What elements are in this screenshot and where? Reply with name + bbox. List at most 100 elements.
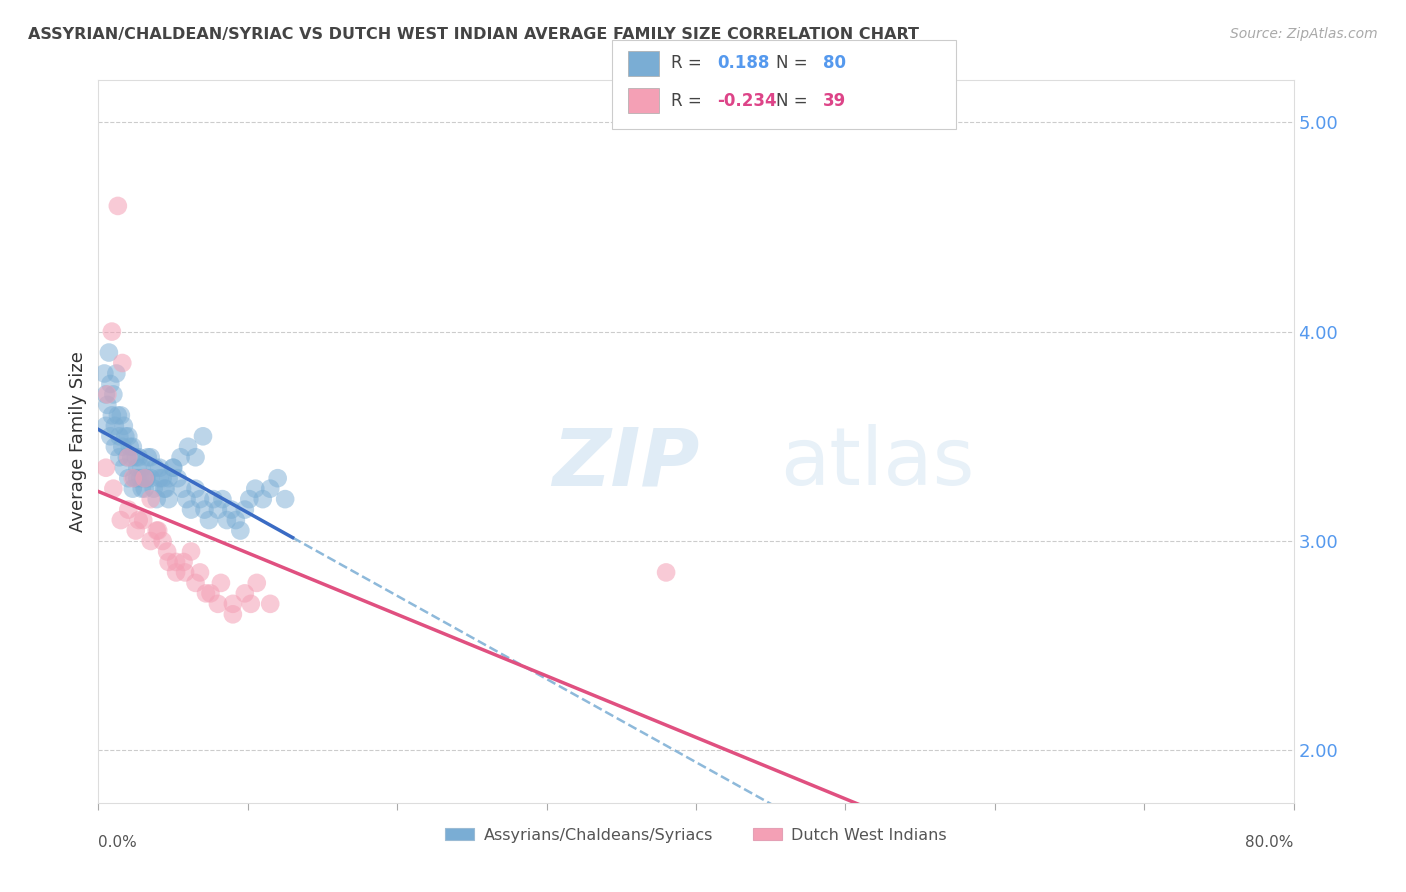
Point: [117, 502, 139, 516]
Text: ASSYRIAN/CHALDEAN/SYRIAC VS DUTCH WEST INDIAN AVERAGE FAMILY SIZE CORRELATION CH: ASSYRIAN/CHALDEAN/SYRIAC VS DUTCH WEST I…: [28, 27, 920, 42]
Point: [188, 566, 211, 580]
Text: 80: 80: [823, 54, 845, 72]
Point: [191, 429, 214, 443]
Point: [125, 450, 148, 465]
Point: [239, 597, 262, 611]
Point: [111, 440, 134, 454]
Point: [211, 492, 233, 507]
Point: [225, 513, 247, 527]
Point: [200, 586, 222, 600]
Point: [139, 450, 162, 465]
Point: [104, 440, 127, 454]
Point: [132, 513, 155, 527]
Point: [229, 524, 252, 538]
Point: [165, 566, 187, 580]
Point: [97, 345, 120, 359]
Text: Source: ZipAtlas.com: Source: ZipAtlas.com: [1230, 27, 1378, 41]
Point: [135, 471, 157, 485]
Point: [157, 555, 180, 569]
Point: [111, 356, 134, 370]
Point: [129, 471, 152, 485]
Point: [127, 460, 149, 475]
Point: [136, 450, 159, 465]
Point: [207, 597, 229, 611]
Point: [152, 534, 174, 549]
Point: [149, 471, 172, 485]
Point: [166, 471, 188, 485]
Text: 0.0%: 0.0%: [98, 835, 138, 850]
Point: [107, 199, 129, 213]
Point: [252, 492, 274, 507]
Point: [96, 387, 118, 401]
Point: [135, 471, 157, 485]
Point: [177, 440, 200, 454]
Point: [169, 450, 191, 465]
Point: [127, 471, 149, 485]
Point: [139, 471, 162, 485]
Point: [184, 575, 207, 590]
Point: [94, 460, 117, 475]
Point: [145, 492, 167, 507]
Point: [207, 502, 229, 516]
Point: [153, 482, 176, 496]
Point: [134, 471, 156, 485]
Point: [117, 429, 139, 443]
Y-axis label: Average Family Size: Average Family Size: [69, 351, 87, 532]
Point: [162, 460, 184, 475]
Point: [221, 502, 243, 516]
Text: atlas: atlas: [779, 425, 974, 502]
Legend: Assyrians/Chaldeans/Syriacs, Dutch West Indians: Assyrians/Chaldeans/Syriacs, Dutch West …: [439, 822, 953, 849]
Point: [173, 555, 195, 569]
Point: [157, 471, 180, 485]
Point: [134, 482, 156, 496]
Point: [125, 524, 148, 538]
Text: 39: 39: [823, 92, 846, 110]
Point: [274, 492, 297, 507]
Point: [117, 450, 139, 465]
Point: [117, 471, 139, 485]
Point: [238, 492, 260, 507]
Point: [222, 607, 245, 622]
Point: [180, 502, 202, 516]
Point: [93, 367, 115, 381]
Point: [222, 597, 245, 611]
Point: [209, 575, 232, 590]
Point: [94, 418, 117, 433]
Point: [131, 482, 153, 496]
Point: [165, 555, 187, 569]
Point: [112, 460, 135, 475]
Point: [98, 429, 122, 443]
Point: [143, 460, 166, 475]
Point: [108, 450, 131, 465]
Point: [105, 367, 128, 381]
Point: [195, 586, 218, 600]
Text: ZIP: ZIP: [553, 425, 700, 502]
Point: [155, 482, 177, 496]
Point: [184, 450, 207, 465]
Point: [157, 492, 180, 507]
Text: N =: N =: [776, 92, 813, 110]
Point: [193, 502, 215, 516]
Point: [245, 482, 267, 496]
Point: [655, 566, 678, 580]
Point: [101, 325, 124, 339]
Point: [267, 471, 290, 485]
Text: 0.188: 0.188: [717, 54, 769, 72]
Point: [180, 544, 202, 558]
Point: [139, 492, 162, 507]
Point: [104, 418, 127, 433]
Point: [110, 513, 132, 527]
Point: [103, 387, 125, 401]
Point: [174, 566, 197, 580]
Point: [233, 586, 256, 600]
Point: [121, 440, 143, 454]
Point: [120, 450, 142, 465]
Text: 80.0%: 80.0%: [1246, 835, 1294, 850]
Point: [112, 418, 135, 433]
Text: R =: R =: [671, 54, 707, 72]
Point: [184, 482, 207, 496]
Point: [202, 492, 225, 507]
Point: [115, 450, 138, 465]
Point: [139, 534, 162, 549]
Text: R =: R =: [671, 92, 707, 110]
